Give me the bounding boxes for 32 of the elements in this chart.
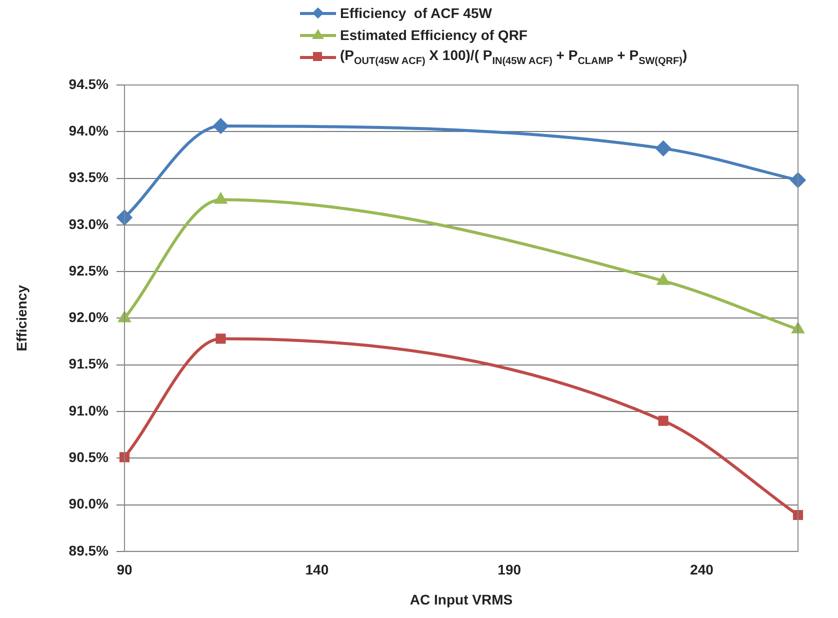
legend-label: Efficiency of ACF 45W xyxy=(340,5,492,21)
point xyxy=(792,322,804,334)
x-axis-title: AC Input VRMS xyxy=(410,591,513,608)
point xyxy=(119,452,130,462)
point xyxy=(792,510,804,520)
x-tick-label: 240 xyxy=(690,562,714,578)
y-tick-label: 92.5% xyxy=(68,262,110,278)
y-tick-label: 93.5% xyxy=(68,169,110,186)
legend-label: Estimated Efficiency of QRF xyxy=(340,27,528,43)
y-tick-label: 90.0% xyxy=(68,496,110,512)
x-tick-label: 140 xyxy=(305,562,329,578)
point xyxy=(214,193,227,204)
point xyxy=(658,416,668,426)
x-tick-label: 190 xyxy=(498,562,522,578)
point xyxy=(116,210,132,225)
text: (P$_{OUT(45W ACF)}$ X 100)/( P$_{IN(45W ACF)}$ + P$_{CLAMP}$ + P$_{SW(QRF)}$) xyxy=(340,47,688,67)
y-tick-label: 94.5% xyxy=(68,76,110,92)
point xyxy=(216,334,226,344)
y-axis-title: Efficiency xyxy=(13,284,30,352)
y-tick-label: 94.0% xyxy=(68,122,110,138)
point xyxy=(213,118,228,134)
y-tick-label: 93.0% xyxy=(68,216,110,232)
y-tick-label: 91.5% xyxy=(68,356,110,372)
point xyxy=(657,274,670,285)
point xyxy=(656,140,671,156)
y-tick-label: 91.0% xyxy=(68,402,110,418)
y-tick-label: 90.5% xyxy=(68,448,110,465)
y-tick-label: 89.5% xyxy=(68,542,110,558)
x-tick-label: 90 xyxy=(116,562,132,578)
point xyxy=(790,172,806,188)
y-tick-label: 92.0% xyxy=(68,309,110,326)
point xyxy=(118,312,130,322)
